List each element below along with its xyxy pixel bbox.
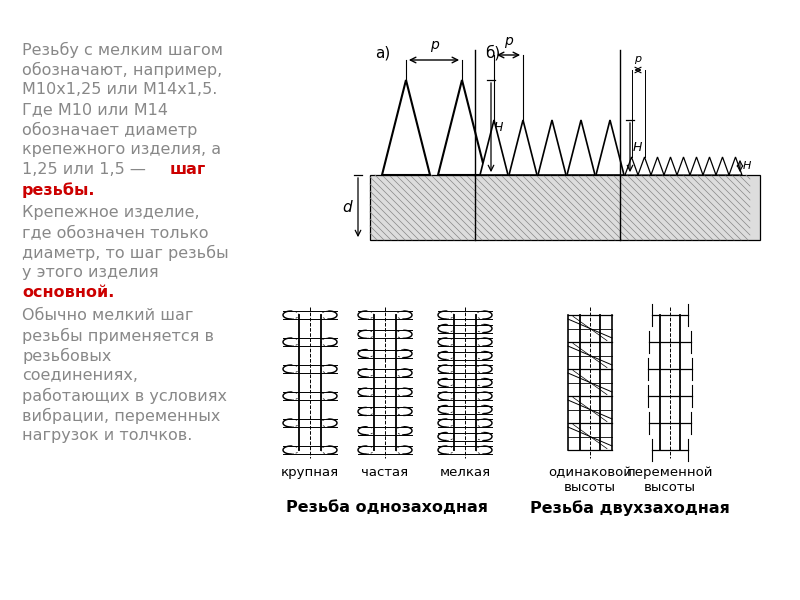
Text: у этого изделия: у этого изделия: [22, 265, 158, 280]
Text: Резьбу с мелким шагом: Резьбу с мелким шагом: [22, 42, 223, 58]
Polygon shape: [567, 120, 595, 175]
Text: мелкая: мелкая: [439, 466, 490, 479]
Polygon shape: [716, 157, 729, 175]
Text: основной.: основной.: [22, 285, 114, 300]
Polygon shape: [677, 157, 690, 175]
Text: одинаковой: одинаковой: [548, 466, 632, 479]
Polygon shape: [596, 120, 624, 175]
Polygon shape: [538, 120, 566, 175]
Text: р: р: [634, 54, 642, 64]
Text: 1,25 или 1,5 —: 1,25 или 1,5 —: [22, 162, 151, 177]
Text: d: d: [342, 200, 352, 215]
Text: Где М10 или М14: Где М10 или М14: [22, 102, 168, 117]
Text: обозначает диаметр: обозначает диаметр: [22, 122, 198, 138]
Text: Резьба однозаходная: Резьба однозаходная: [286, 500, 489, 515]
Text: соединениях,: соединениях,: [22, 368, 138, 383]
Text: резьбы.: резьбы.: [22, 182, 95, 198]
Text: М10х1,25 или М14х1,5.: М10х1,25 или М14х1,5.: [22, 82, 218, 97]
Text: H: H: [494, 121, 503, 134]
Text: H: H: [633, 141, 642, 154]
Polygon shape: [382, 80, 430, 175]
Text: р: р: [504, 34, 513, 48]
Text: где обозначен только: где обозначен только: [22, 225, 209, 240]
Polygon shape: [729, 157, 742, 175]
Text: Обычно мелкий шаг: Обычно мелкий шаг: [22, 308, 194, 323]
Text: крупная: крупная: [281, 466, 339, 479]
Polygon shape: [651, 157, 664, 175]
Polygon shape: [438, 80, 486, 175]
Text: переменной: переменной: [626, 466, 714, 479]
Polygon shape: [625, 157, 638, 175]
Text: резьбовых: резьбовых: [22, 348, 111, 364]
Text: H: H: [743, 161, 751, 171]
Polygon shape: [703, 157, 716, 175]
Text: Резьба двухзаходная: Резьба двухзаходная: [530, 500, 730, 516]
Text: крепежного изделия, а: крепежного изделия, а: [22, 142, 221, 157]
Text: обозначают, например,: обозначают, например,: [22, 62, 222, 78]
Polygon shape: [509, 120, 537, 175]
Text: нагрузок и толчков.: нагрузок и толчков.: [22, 428, 192, 443]
Text: диаметр, то шаг резьбы: диаметр, то шаг резьбы: [22, 245, 229, 261]
Bar: [370, 175, 760, 240]
Text: б): б): [485, 45, 500, 61]
Polygon shape: [664, 157, 677, 175]
Text: работающих в условиях: работающих в условиях: [22, 388, 227, 404]
Text: шаг: шаг: [170, 162, 206, 177]
Text: частая: частая: [362, 466, 409, 479]
Polygon shape: [690, 157, 703, 175]
Polygon shape: [638, 157, 651, 175]
Text: резьбы применяется в: резьбы применяется в: [22, 328, 214, 344]
Text: высоты: высоты: [564, 481, 616, 494]
Text: высоты: высоты: [644, 481, 696, 494]
Text: Крепежное изделие,: Крепежное изделие,: [22, 205, 200, 220]
Text: вибрации, переменных: вибрации, переменных: [22, 408, 220, 424]
Text: а): а): [375, 45, 390, 60]
Polygon shape: [480, 120, 508, 175]
Text: р: р: [430, 38, 438, 52]
